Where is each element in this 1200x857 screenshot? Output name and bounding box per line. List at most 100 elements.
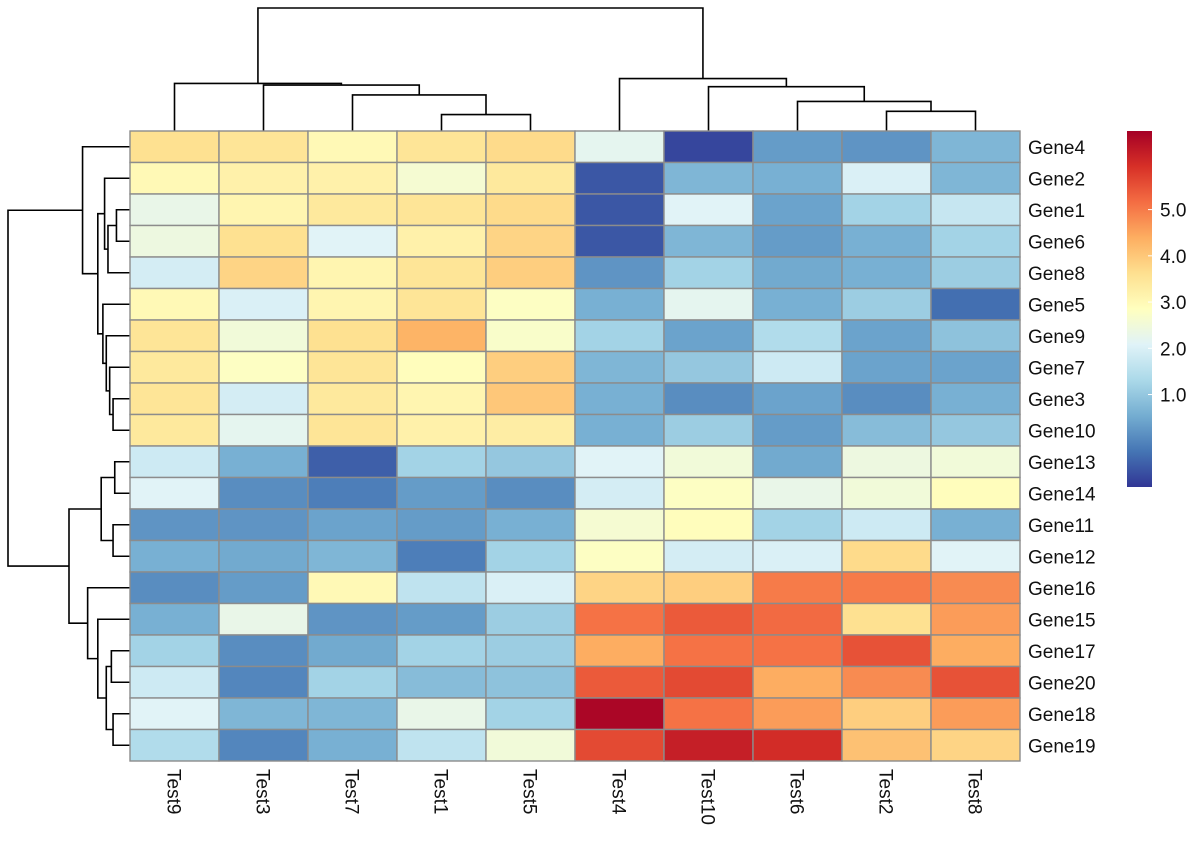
heatmap-cell-gene20-test3 <box>218 665 309 699</box>
heatmap-cell-gene2-test5 <box>485 161 576 195</box>
dendrogram-branch <box>68 508 102 624</box>
heatmap-cell-gene19-test6 <box>752 728 843 762</box>
dendrogram-branch <box>110 649 130 684</box>
dendrogram-branch <box>440 113 532 131</box>
color-scale-tick-label: 2.0 <box>1160 339 1186 360</box>
heatmap-cell-gene6-test6 <box>752 224 843 258</box>
heatmap-cell-gene4-test9 <box>129 130 220 164</box>
heatmap-cell-gene5-test5 <box>485 287 576 321</box>
heatmap-cell-gene5-test9 <box>129 287 220 321</box>
heatmap-cell-gene1-test5 <box>485 193 576 227</box>
color-scale-tick-label: 3.0 <box>1160 293 1186 314</box>
heatmap-cell-gene4-test1 <box>396 130 487 164</box>
heatmap-cell-gene4-test8 <box>930 130 1021 164</box>
heatmap-cell-gene10-test10 <box>663 413 754 447</box>
heatmap-cell-gene14-test10 <box>663 476 754 510</box>
heatmap-cell-gene8-test8 <box>930 256 1021 290</box>
heatmap-cell-gene19-test7 <box>307 728 398 762</box>
heatmap-cell-gene7-test6 <box>752 350 843 384</box>
heatmap-cell-gene8-test5 <box>485 256 576 290</box>
heatmap-cell-gene6-test4 <box>574 224 665 258</box>
row-label: Gene13 <box>1028 453 1096 474</box>
heatmap-cell-gene14-test3 <box>218 476 309 510</box>
row-label: Gene15 <box>1028 610 1096 631</box>
heatmap-cell-gene6-test8 <box>930 224 1021 258</box>
row-label: Gene5 <box>1028 295 1085 316</box>
heatmap-cell-gene17-test5 <box>485 634 576 668</box>
heatmap-cell-gene7-test7 <box>307 350 398 384</box>
heatmap-cell-gene2-test4 <box>574 161 665 195</box>
row-label: Gene20 <box>1028 673 1096 694</box>
row-label: Gene1 <box>1028 201 1085 222</box>
heatmap-cell-gene20-test2 <box>841 665 932 699</box>
heatmap-cell-gene1-test9 <box>129 193 220 227</box>
heatmap-cell-gene19-test2 <box>841 728 932 762</box>
heatmap-cell-gene15-test2 <box>841 602 932 636</box>
heatmap-cell-gene16-test1 <box>396 571 487 605</box>
dendrogram-branch <box>257 7 704 84</box>
heatmap-cell-gene8-test4 <box>574 256 665 290</box>
row-label: Gene9 <box>1028 327 1085 348</box>
heatmap-cell-gene20-test8 <box>930 665 1021 699</box>
heatmap-cell-gene3-test5 <box>485 382 576 416</box>
heatmap-cell-gene12-test10 <box>663 539 754 573</box>
heatmap-cell-gene10-test6 <box>752 413 843 447</box>
heatmap-cell-gene12-test4 <box>574 539 665 573</box>
dendrogram-branch <box>173 82 343 131</box>
heatmap-cell-gene9-test9 <box>129 319 220 353</box>
heatmap-cell-gene7-test8 <box>930 350 1021 384</box>
color-scale-tick-label: 4.0 <box>1160 247 1186 268</box>
heatmap-cell-gene2-test2 <box>841 161 932 195</box>
dendrogram-branch <box>113 460 130 495</box>
heatmap-cell-gene11-test5 <box>485 508 576 542</box>
heatmap-cell-gene6-test1 <box>396 224 487 258</box>
heatmap-cell-gene14-test5 <box>485 476 576 510</box>
heatmap-cell-gene9-test1 <box>396 319 487 353</box>
heatmap-cell-gene19-test9 <box>129 728 220 762</box>
heatmap-cell-gene17-test3 <box>218 634 309 668</box>
heatmap-cell-gene10-test9 <box>129 413 220 447</box>
row-label: Gene7 <box>1028 358 1085 379</box>
heatmap-cell-gene17-test4 <box>574 634 665 668</box>
heatmap-cell-gene10-test4 <box>574 413 665 447</box>
heatmap-cell-gene10-test1 <box>396 413 487 447</box>
heatmap-cell-gene6-test5 <box>485 224 576 258</box>
column-label: Test6 <box>786 769 807 814</box>
dendrogram-branch <box>112 397 130 432</box>
heatmap-cell-gene18-test10 <box>663 697 754 731</box>
heatmap-cell-gene20-test7 <box>307 665 398 699</box>
heatmap-cell-gene13-test7 <box>307 445 398 479</box>
heatmap-cell-gene8-test7 <box>307 256 398 290</box>
heatmap-cell-gene16-test10 <box>663 571 754 605</box>
heatmap-cell-gene3-test1 <box>396 382 487 416</box>
heatmap-cell-gene3-test9 <box>129 382 220 416</box>
heatmap-cell-gene6-test9 <box>129 224 220 258</box>
heatmap-cell-gene17-test7 <box>307 634 398 668</box>
dendrogram-branch <box>97 212 105 335</box>
heatmap-cell-gene15-test4 <box>574 602 665 636</box>
heatmap-cell-gene6-test10 <box>663 224 754 258</box>
heatmap-cell-gene5-test3 <box>218 287 309 321</box>
heatmap-cell-gene8-test3 <box>218 256 309 290</box>
heatmap-cell-gene1-test3 <box>218 193 309 227</box>
column-label: Test1 <box>430 769 451 814</box>
column-labels: Test9 Test3 Test7 Test1 Test5 Test4 Test10 Test… <box>163 769 985 825</box>
column-label: Test10 <box>697 769 718 825</box>
heatmap-cell-gene5-test10 <box>663 287 754 321</box>
dendrogram-branch <box>7 209 83 567</box>
heatmap-cell-gene11-test9 <box>129 508 220 542</box>
heatmap-cell-gene14-test9 <box>129 476 220 510</box>
heatmap-cell-gene4-test2 <box>841 130 932 164</box>
heatmap-cell-gene7-test9 <box>129 350 220 384</box>
heatmap-cell-gene20-test10 <box>663 665 754 699</box>
dendrogram-branch <box>102 303 130 365</box>
heatmap-cell-gene9-test8 <box>930 319 1021 353</box>
heatmap-cell-gene2-test9 <box>129 161 220 195</box>
heatmap-cell-gene7-test1 <box>396 350 487 384</box>
heatmap-cell-gene10-test7 <box>307 413 398 447</box>
heatmap-cell-gene7-test4 <box>574 350 665 384</box>
heatmap-cell-gene18-test6 <box>752 697 843 731</box>
row-label: Gene6 <box>1028 232 1085 253</box>
heatmap-cell-gene2-test3 <box>218 161 309 195</box>
